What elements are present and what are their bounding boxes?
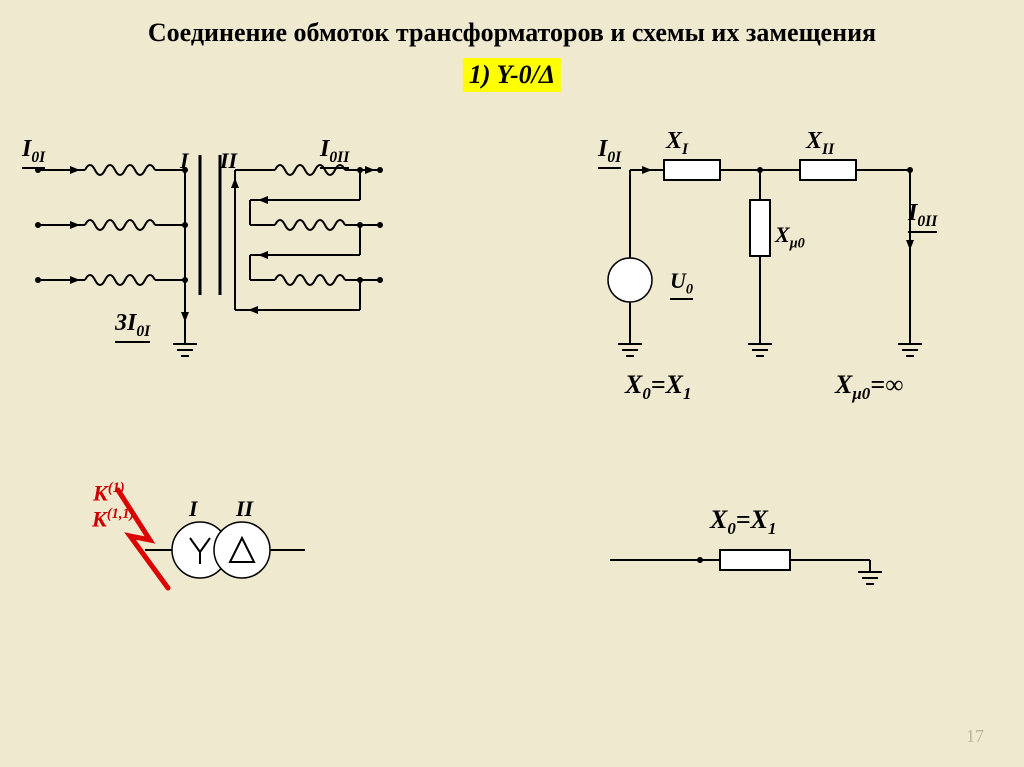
lbl-eq-Xmu0: Xμ0 — [775, 222, 805, 252]
lbl-eq-XII: XII — [806, 128, 834, 159]
lbl-symbol-K1: К(1) — [93, 480, 125, 506]
lbl-symbol-K11: К(1,1) — [92, 506, 134, 532]
transformer-symbol — [90, 480, 370, 620]
lbl-winding-I: I — [180, 148, 189, 174]
page-number: 17 — [966, 726, 984, 747]
lbl-eq-I0II: I0II — [908, 200, 937, 233]
lbl-formula-Xmu: Xμ0=∞ — [835, 370, 904, 404]
lbl-winding-I0I: I0I — [22, 136, 45, 169]
lbl-eq-U0: U0 — [670, 268, 693, 300]
page-title: Соединение обмоток трансформаторов и схе… — [0, 18, 1024, 48]
lbl-winding-3I0I: 3I0I — [115, 310, 150, 343]
equivalent-circuit — [570, 140, 990, 390]
lbl-symbol-II: II — [236, 496, 253, 522]
page-subtitle: 1) Y-0/Δ — [463, 58, 561, 92]
lbl-eq-I0I: I0I — [598, 136, 621, 169]
lbl-winding-I0II: I0II — [320, 136, 349, 169]
lbl-winding-II: II — [220, 148, 237, 174]
winding-diagram — [20, 140, 420, 390]
simple-equivalent — [600, 530, 920, 610]
lbl-bottom-X0X1: X0=X1 — [710, 505, 776, 539]
lbl-symbol-I: I — [189, 496, 198, 522]
lbl-formula-X0X1: X0=X1 — [625, 370, 691, 404]
lbl-eq-XI: XI — [666, 128, 688, 159]
